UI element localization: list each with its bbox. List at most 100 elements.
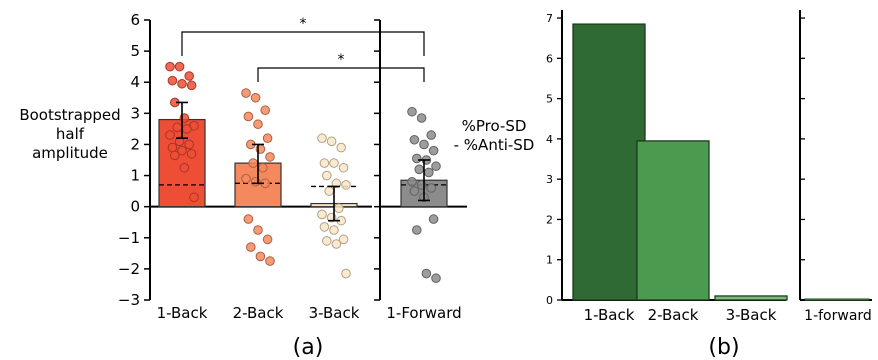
panel-a-xtick-label: 1-Forward <box>386 304 461 322</box>
panel-a-data-point <box>184 139 194 150</box>
panel-a-data-point <box>409 186 420 196</box>
panel-a-ylabel-left: Bootstrapped <box>19 106 120 124</box>
panel-a-data-point <box>165 130 175 140</box>
panel-a-data-point <box>428 214 439 224</box>
panel-a-data-point <box>331 178 342 189</box>
panel-b-xtick-label: 1-Back <box>584 306 635 324</box>
panel-a-data-point <box>338 162 349 173</box>
panel-a-data-point <box>419 139 429 150</box>
panel-a-data-point <box>253 225 263 235</box>
panel-b-ytick-label: 4 <box>546 133 553 146</box>
panel-a-ytick-label: 4 <box>130 73 140 91</box>
panel-a-data-point <box>262 234 273 245</box>
panel-a-data-point <box>319 158 330 168</box>
panel-a-data-point <box>319 222 330 232</box>
panel-a-ylabel-left: amplitude <box>32 144 108 162</box>
panel-b-xtick-label: 1-forward <box>804 308 872 324</box>
panel-b-ytick-label: 1 <box>546 254 553 267</box>
panel-a-data-point <box>414 164 425 175</box>
panel-a-data-point <box>329 158 339 168</box>
panel-a-data-point <box>324 186 335 196</box>
panel-a-data-point <box>317 133 327 144</box>
panel-a-data-point <box>260 105 271 116</box>
panel-a-ytick-label: 3 <box>130 104 140 122</box>
panel-a-label: (a) <box>293 335 324 360</box>
panel-a-data-point <box>172 122 182 133</box>
panel-a-data-point <box>329 225 339 235</box>
panel-a-xtick-label: 1-Back <box>157 304 208 322</box>
panel-a-data-point <box>177 78 187 89</box>
panel-a-data-point <box>341 180 351 190</box>
panel-b-bar <box>714 295 788 301</box>
panel-a-data-point <box>262 133 273 144</box>
panel-a-data-point <box>412 153 422 164</box>
panel-a-data-point <box>426 183 437 193</box>
panel-a-data-point <box>421 268 432 279</box>
panel-b-ytick-label: 2 <box>546 213 553 226</box>
panel-a-data-point <box>255 251 266 262</box>
panel-a-data-point <box>170 150 180 161</box>
panel-b-label: (b) <box>708 335 739 360</box>
panel-a-data-point <box>317 209 327 220</box>
panel-a-significance-label: * <box>300 16 307 32</box>
panel-a-data-point <box>416 113 427 123</box>
panel-a-data-point <box>182 124 192 134</box>
panel-a-xtick-label: 3-Back <box>309 304 360 322</box>
panel-b-ytick-label: 3 <box>546 173 553 186</box>
panel-a-data-point <box>167 142 178 153</box>
panel-a-ytick-label: −2 <box>118 260 140 278</box>
panel-a-ytick-label: 2 <box>130 135 140 153</box>
panel-a-data-point <box>246 242 256 252</box>
panel-b-ytick-label: 7 <box>546 12 553 25</box>
panel-b-ytick-label: 5 <box>546 93 553 106</box>
panel-a-data-point <box>331 239 342 249</box>
panel-a-data-point <box>167 75 178 86</box>
panel-b-ytick-label: 6 <box>546 52 553 65</box>
panel-a-data-point <box>241 173 251 184</box>
panel-b-xtick-label: 3-Back <box>726 306 777 324</box>
panel-a-data-point <box>174 136 185 147</box>
panel-a-data-point <box>426 130 437 140</box>
panel-a-data-point <box>243 214 254 224</box>
panel-a-data-point <box>243 111 254 122</box>
panel-a-data-point <box>326 136 337 147</box>
panel-b-bar <box>636 140 710 301</box>
panel-a-data-point <box>412 225 422 235</box>
panel-a-data-point <box>179 162 190 173</box>
panel-a-ylabel-right: %Pro-SD <box>462 117 527 135</box>
panel-a-ytick-label: 1 <box>130 167 140 185</box>
panel-a-data-point <box>341 268 351 279</box>
panel-a-ytick-label: −3 <box>118 291 140 309</box>
panel-a-data-point <box>428 145 439 156</box>
panel-a-data-point <box>250 92 261 103</box>
panel-a-data-point <box>253 119 263 130</box>
panel-a-data-point <box>431 273 441 284</box>
panel-a-data-point <box>186 80 197 91</box>
panel-b-xtick-label: 2-Back <box>648 306 699 324</box>
panel-a-data-point <box>248 158 258 168</box>
panel-a-ytick-label: 6 <box>130 11 140 29</box>
panel-a-data-point <box>424 167 434 178</box>
panel-a-data-point <box>336 142 347 153</box>
panel-a-ylabel-right: - %Anti-SD <box>454 136 535 154</box>
panel-b-chart: 0 1 2 3 4 5 6 7 1-Back 2-Back 3-Back 1-forward <box>546 10 872 324</box>
panel-a-data-point <box>322 236 332 246</box>
panel-a-xtick-label: 2-Back <box>233 304 284 322</box>
panel-a-data-point <box>186 148 197 159</box>
panel-a-data-point <box>184 71 194 81</box>
panel-a-significance-bracket <box>181 31 425 56</box>
panel-a-data-point <box>241 88 251 98</box>
panel-b-bar <box>804 298 870 301</box>
panel-b-bar <box>572 23 646 301</box>
panel-a-data-point <box>322 170 332 181</box>
panel-a-data-point <box>189 192 199 203</box>
panel-a-significance-label: * <box>338 52 345 68</box>
panel-a-data-point <box>338 234 349 245</box>
panel-a-data-point <box>265 152 275 162</box>
panel-a-data-point <box>407 176 417 187</box>
panel-a-data-point <box>265 256 275 266</box>
panel-a-data-point <box>431 161 441 172</box>
panel-a-significance-bracket <box>257 67 425 82</box>
panel-a-data-point <box>258 162 268 173</box>
